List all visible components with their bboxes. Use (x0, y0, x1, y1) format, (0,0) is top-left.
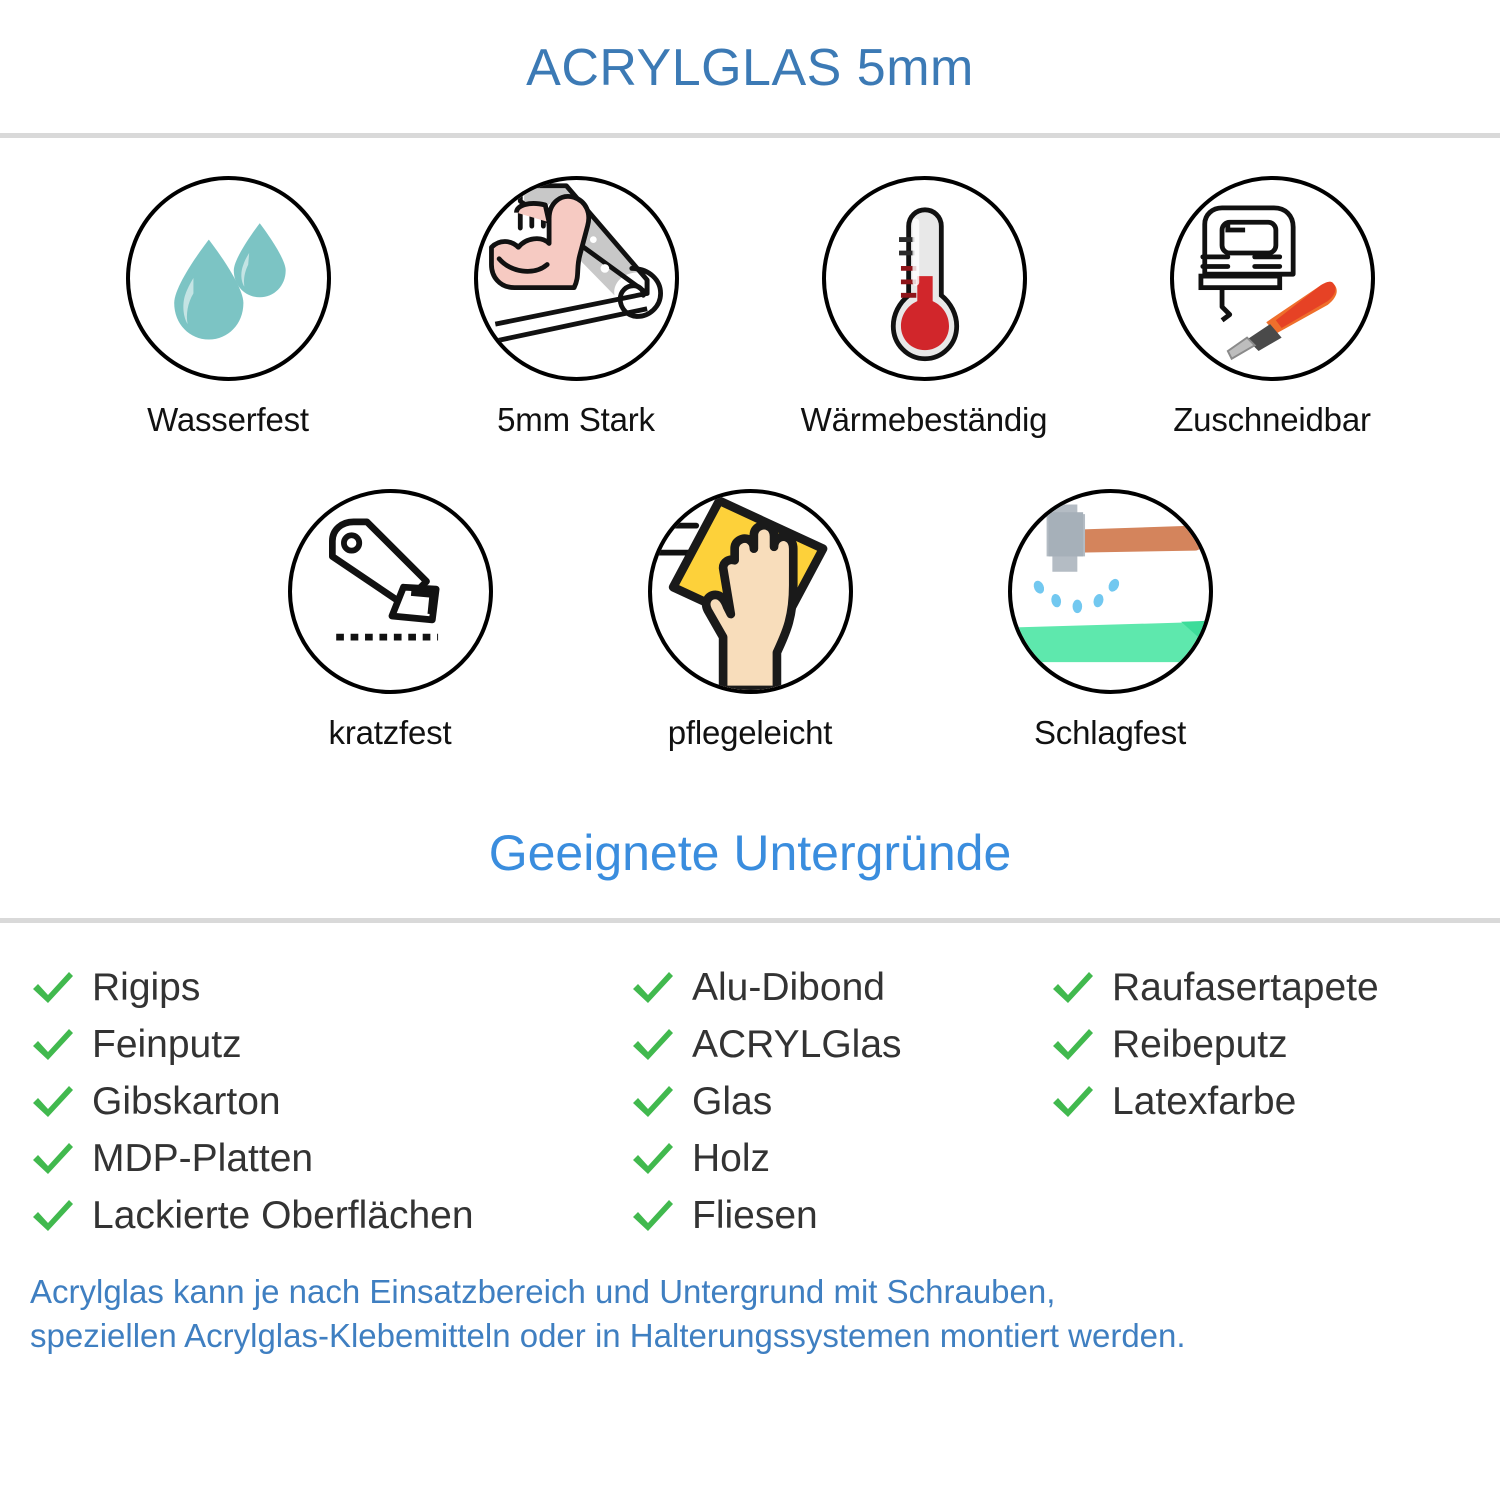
feature-section: Wasserfest (0, 138, 1500, 752)
list-item[interactable]: MDP-Platten (30, 1130, 630, 1187)
divider-middle (0, 918, 1500, 923)
feature-label: 5mm Stark (497, 401, 655, 438)
list-item[interactable]: ACRYLGlas (630, 1016, 1050, 1073)
feature-label: kratzfest (328, 714, 452, 751)
check-icon (33, 1028, 73, 1060)
flexing-arm-icon (473, 176, 679, 381)
feature-label: pflegeleicht (667, 714, 833, 751)
check-icon (33, 1199, 73, 1231)
list-item[interactable]: Feinputz (30, 1016, 630, 1073)
substrate-label: Reibeputz (1112, 1023, 1288, 1066)
substrate-column-3: Raufasertapete Reibeputz Latexfarbe (1050, 959, 1500, 1244)
substrate-label: Lackierte Oberflächen (92, 1194, 474, 1237)
check-icon (33, 1142, 73, 1174)
list-item[interactable]: Rigips (30, 959, 630, 1016)
check-icon (633, 1142, 673, 1174)
list-item[interactable]: Alu-Dibond (630, 959, 1050, 1016)
feature-wasserfest[interactable]: Wasserfest (113, 176, 343, 439)
divider-top (0, 133, 1500, 138)
feature-row-2: kratzfest pflegeleicht (0, 489, 1500, 752)
jigsaw-knife-icon (1169, 176, 1375, 381)
substrate-column-2: Alu-Dibond ACRYLGlas Glas Holz Fliesen (630, 959, 1050, 1244)
feature-5mm-stark[interactable]: 5mm Stark (461, 176, 691, 439)
list-item[interactable]: Raufasertapete (1050, 959, 1500, 1016)
feature-label: Schlagfest (1033, 714, 1187, 751)
check-icon (633, 971, 673, 1003)
list-item[interactable]: Reibeputz (1050, 1016, 1500, 1073)
footer-note: Acrylglas kann je nach Einsatzbereich un… (0, 1244, 1500, 1357)
list-item[interactable]: Lackierte Oberflächen (30, 1187, 630, 1244)
list-item[interactable]: Holz (630, 1130, 1050, 1187)
substrate-column-1: Rigips Feinputz Gibskarton MDP-Platten L… (0, 959, 630, 1244)
hand-cloth-icon (647, 489, 853, 694)
check-icon (633, 1028, 673, 1060)
feature-pflegeleicht[interactable]: pflegeleicht (635, 489, 865, 752)
substrate-label: Rigips (92, 966, 201, 1009)
thermometer-icon (821, 176, 1027, 381)
cutter-dashed-line-icon (287, 489, 493, 694)
feature-label: Wärmebeständig (800, 401, 1048, 438)
feature-schlagfest[interactable]: Schlagfest (995, 489, 1225, 752)
feature-kratzfest[interactable]: kratzfest (275, 489, 505, 752)
substrates-title: Geeignete Untergründe (488, 825, 1012, 881)
list-item[interactable]: Fliesen (630, 1187, 1050, 1244)
feature-row-1: Wasserfest (0, 176, 1500, 439)
list-item[interactable]: Gibskarton (30, 1073, 630, 1130)
check-icon (633, 1199, 673, 1231)
substrate-label: Gibskarton (92, 1080, 281, 1123)
substrate-label: Feinputz (92, 1023, 242, 1066)
list-item[interactable]: Glas (630, 1073, 1050, 1130)
substrate-label: Latexfarbe (1112, 1080, 1297, 1123)
check-icon (1053, 1085, 1093, 1117)
check-icon (1053, 1028, 1093, 1060)
page-title: ACRYLGLAS 5mm (526, 39, 974, 97)
hammer-impact-icon (1007, 489, 1213, 694)
footer-line-2: speziellen Acrylglas-Klebemitteln oder i… (30, 1316, 1186, 1354)
check-icon (33, 971, 73, 1003)
feature-label: Zuschneidbar (1173, 401, 1371, 438)
substrate-label: Alu-Dibond (692, 966, 885, 1009)
substrates-checklist: Rigips Feinputz Gibskarton MDP-Platten L… (0, 923, 1500, 1244)
substrate-label: Glas (692, 1080, 773, 1123)
substrate-label: Raufasertapete (1112, 966, 1379, 1009)
substrate-label: Fliesen (692, 1194, 818, 1237)
check-icon (33, 1085, 73, 1117)
list-item[interactable]: Latexfarbe (1050, 1073, 1500, 1130)
substrate-label: ACRYLGlas (692, 1023, 902, 1066)
feature-zuschneidbar[interactable]: Zuschneidbar (1157, 176, 1387, 439)
feature-waermebestaendig[interactable]: Wärmebeständig (801, 176, 1048, 439)
feature-label: Wasserfest (147, 401, 309, 438)
check-icon (1053, 971, 1093, 1003)
substrate-label: Holz (692, 1137, 771, 1180)
substrate-label: MDP-Platten (92, 1137, 314, 1180)
check-icon (633, 1085, 673, 1117)
footer-line-1: Acrylglas kann je nach Einsatzbereich un… (30, 1273, 1056, 1310)
water-drops-icon (125, 176, 331, 381)
